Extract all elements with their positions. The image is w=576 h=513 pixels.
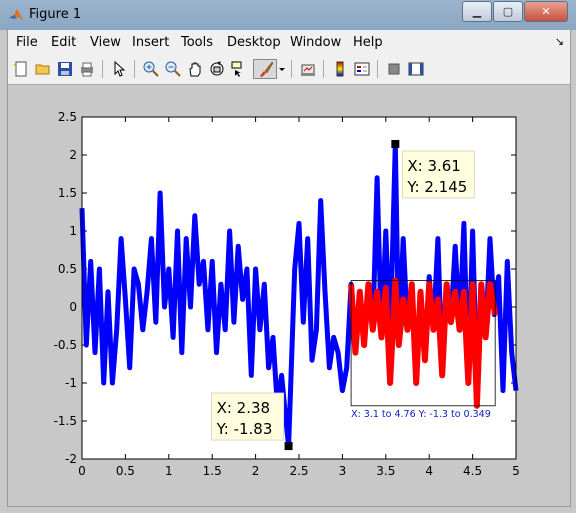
toolbar-separator xyxy=(291,60,292,78)
pointer-icon[interactable] xyxy=(109,59,129,79)
datatip-x-text: X: 3.61 xyxy=(407,157,461,175)
axes[interactable]: 0 0.5 1 1.5 2 2.5 3 3.5 4 4.5 5 -2 -1.5 -1 -0.5 0 0.5 1 1.… xyxy=(8,85,570,506)
figure-canvas[interactable]: 0 0.5 1 1.5 2 2.5 3 3.5 4 4.5 5 -2 -1.5 -1 -0.5 0 0.5 1 1.… xyxy=(7,85,571,507)
window-title: Figure 1 xyxy=(29,7,82,22)
x-tick-label: 2.5 xyxy=(289,464,308,478)
toolbar-separator xyxy=(134,60,135,78)
colorbar-icon[interactable] xyxy=(330,59,350,79)
axes-border xyxy=(81,116,517,460)
x-tick-label: 4 xyxy=(425,464,433,478)
menu-bar: File Edit View Insert Tools Desktop Wind… xyxy=(7,30,571,54)
y-tick-label: -0.5 xyxy=(54,338,77,352)
x-tick-label: 5 xyxy=(512,464,520,478)
close-icon: ✕ xyxy=(541,5,551,18)
maximize-button[interactable]: ▢ xyxy=(493,1,523,22)
menu-file[interactable]: File xyxy=(16,35,38,50)
new-figure-icon[interactable] xyxy=(11,59,31,79)
toolbar-separator xyxy=(323,60,324,78)
zoom-out-icon[interactable] xyxy=(163,59,183,79)
brush-selection-label: X: 3.1 to 4.76 Y: -1.3 to 0.349 xyxy=(351,409,491,420)
open-icon[interactable] xyxy=(33,59,53,79)
maximize-icon: ▢ xyxy=(502,5,514,18)
toolbar-separator xyxy=(102,60,103,78)
datatip-marker[interactable] xyxy=(391,139,400,148)
save-icon[interactable] xyxy=(55,59,75,79)
brush-icon[interactable] xyxy=(253,59,277,79)
zoom-in-icon[interactable] xyxy=(141,59,161,79)
y-tick-label: 0 xyxy=(69,300,77,314)
legend-icon[interactable] xyxy=(352,59,372,79)
datatip-x-text: X: 2.38 xyxy=(217,399,270,417)
minimize-button[interactable]: ▁ xyxy=(462,1,492,22)
print-icon[interactable] xyxy=(77,59,97,79)
y-tick-label: -1 xyxy=(65,376,77,390)
y-tick-label: 0.5 xyxy=(58,262,77,276)
minimize-icon: ▁ xyxy=(472,5,482,18)
menu-help[interactable]: Help xyxy=(353,35,383,50)
y-tick-label: -2 xyxy=(65,452,77,466)
window-controls: ▁ ▢ ✕ xyxy=(461,1,568,22)
toolbar-separator xyxy=(377,60,378,78)
datatip-y-text: Y: 2.145 xyxy=(406,178,467,196)
x-tick-label: 2 xyxy=(252,464,260,478)
dock-arrow-icon[interactable]: ↘ xyxy=(554,35,564,48)
x-tick-label: 3.5 xyxy=(376,464,395,478)
datatip-box[interactable] xyxy=(401,150,475,199)
title-bar[interactable]: Figure 1 ▁ ▢ ✕ xyxy=(0,0,576,30)
menu-window[interactable]: Window xyxy=(290,35,342,50)
menu-view[interactable]: View xyxy=(90,35,121,50)
hide-plot-tools-icon[interactable] xyxy=(384,59,404,79)
y-tick-label: 1 xyxy=(69,224,77,238)
pan-icon[interactable] xyxy=(185,59,205,79)
link-icon[interactable] xyxy=(298,59,318,79)
y-tick-label: -1.5 xyxy=(54,414,77,428)
y-tick-label: 2 xyxy=(69,148,77,162)
menu-insert[interactable]: Insert xyxy=(132,35,170,50)
brushed-series-line[interactable] xyxy=(348,277,499,409)
datatip-marker[interactable] xyxy=(284,442,293,451)
rotate-icon[interactable] xyxy=(207,59,227,79)
data-cursor-icon[interactable] xyxy=(229,59,249,79)
x-tick-label: 4.5 xyxy=(463,464,482,478)
y-tick-label: 1.5 xyxy=(58,186,77,200)
brush-dropdown-icon[interactable] xyxy=(277,59,287,79)
x-tick-label: 3 xyxy=(339,464,347,478)
menu-edit[interactable]: Edit xyxy=(51,35,77,50)
y-tick-label: 2.5 xyxy=(58,110,77,124)
brush-selection-box[interactable] xyxy=(350,280,496,407)
x-tick-label: 1.5 xyxy=(203,464,222,478)
figure-toolbar xyxy=(7,54,571,85)
x-tick-label: 0 xyxy=(78,464,86,478)
datatip-box[interactable] xyxy=(211,392,285,441)
datatip-y-text: Y: -1.83 xyxy=(216,420,273,438)
show-plot-tools-icon[interactable] xyxy=(406,59,426,79)
matlab-logo-icon xyxy=(9,9,23,20)
close-button[interactable]: ✕ xyxy=(524,1,568,22)
menu-desktop[interactable]: Desktop xyxy=(227,35,281,50)
x-tick-label: 1 xyxy=(165,464,173,478)
menu-tools[interactable]: Tools xyxy=(181,35,214,50)
x-tick-label: 0.5 xyxy=(116,464,135,478)
